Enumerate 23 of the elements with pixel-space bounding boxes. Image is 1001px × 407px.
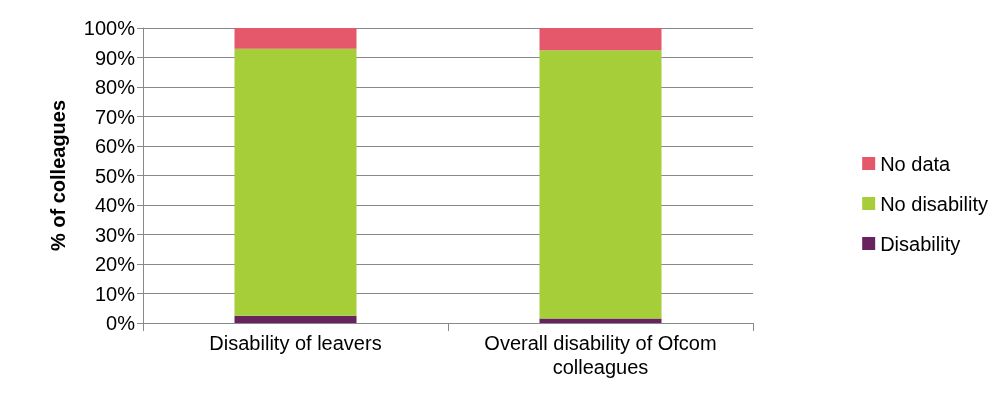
bar <box>234 48 357 316</box>
legend-label: No data <box>880 152 952 175</box>
y-tick-label: 0% <box>106 312 136 334</box>
y-tick-label: 100% <box>83 17 136 39</box>
bar <box>539 318 662 323</box>
y-tick-label: 30% <box>94 223 136 246</box>
y-tick-label: 80% <box>94 76 136 98</box>
y-tick-label: 70% <box>94 105 136 128</box>
bar <box>539 28 662 51</box>
bar <box>234 315 357 323</box>
x-tick-label: Overall disability of Ofcom colleagues <box>484 332 717 378</box>
y-tick-label: 20% <box>94 253 136 275</box>
y-tick-label: 90% <box>94 46 136 69</box>
y-tick-label: 60% <box>94 135 136 157</box>
legend-label: No disability <box>880 192 989 215</box>
y-tick-label: 10% <box>94 282 136 305</box>
bar <box>539 50 662 319</box>
y-tick-label: 40% <box>94 194 136 216</box>
x-tick-label: Disability of leavers <box>209 332 382 354</box>
y-tick-label: 50% <box>94 164 136 187</box>
legend-label: Disability <box>880 232 961 255</box>
bar <box>234 28 357 49</box>
y-axis-title: % of colleagues <box>47 99 69 252</box>
